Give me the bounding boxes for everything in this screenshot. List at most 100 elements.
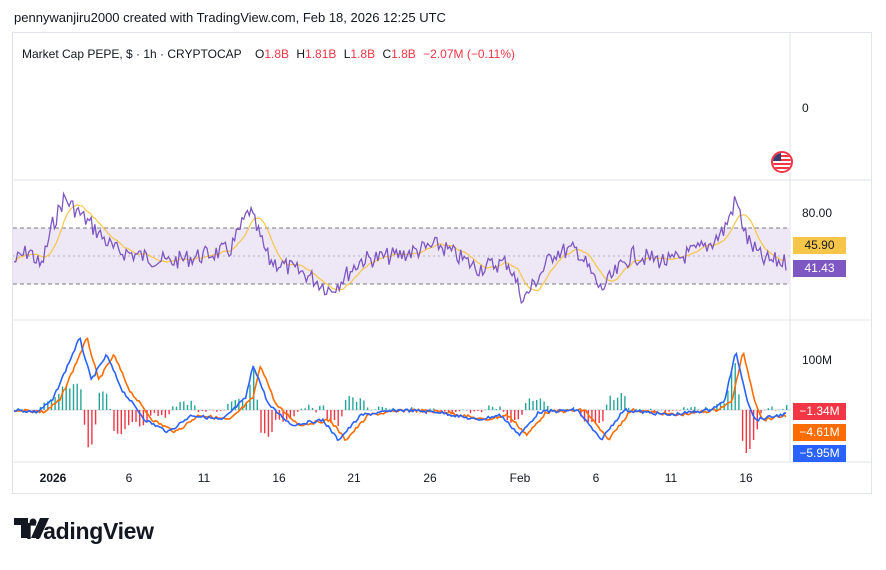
histogram-bar xyxy=(326,410,328,420)
tradingview-logo[interactable]: TradingView xyxy=(14,518,154,545)
histogram-bar xyxy=(366,407,369,410)
low-key: L xyxy=(343,47,351,61)
histogram-bar xyxy=(668,410,670,412)
histogram-bar xyxy=(525,403,527,410)
histogram-bar xyxy=(241,400,244,410)
histogram-bar xyxy=(58,394,60,410)
histogram-bar xyxy=(686,408,689,410)
histogram-bar xyxy=(120,410,122,435)
histogram-bar xyxy=(657,409,659,411)
histogram-bar xyxy=(32,410,34,412)
histogram-bar xyxy=(139,410,141,427)
histogram-bar xyxy=(308,404,310,410)
histogram-bar xyxy=(61,386,64,410)
histogram-bar xyxy=(249,384,251,410)
close-value: 1.8B xyxy=(391,47,416,61)
histogram-bar xyxy=(208,409,211,411)
us-flag-icon[interactable] xyxy=(771,151,793,173)
histogram-bar xyxy=(370,409,372,411)
tradingview-logo-icon xyxy=(14,518,49,538)
histogram-bar xyxy=(333,410,336,420)
histogram-bar xyxy=(286,410,288,420)
histogram-bar xyxy=(47,401,49,410)
histogram-bar xyxy=(212,410,214,411)
histogram-bar xyxy=(477,410,479,411)
histogram-bar xyxy=(411,407,413,410)
histogram-bar xyxy=(260,410,262,433)
histogram-bar xyxy=(153,410,156,413)
histogram-bar xyxy=(271,410,273,432)
histogram-bar xyxy=(675,410,678,411)
histogram-bar xyxy=(230,401,233,410)
histogram-bar xyxy=(455,410,457,413)
histogram-bar xyxy=(775,410,777,411)
histogram-bar xyxy=(550,408,553,410)
histogram-bar xyxy=(565,408,567,410)
histogram-bar xyxy=(543,401,545,410)
histogram-bar xyxy=(21,409,23,410)
histogram-bar xyxy=(116,410,119,434)
histogram-bar xyxy=(620,393,622,410)
macd-signal-badge: −4.61M xyxy=(793,424,846,441)
histogram-bar xyxy=(539,398,542,410)
histogram-bar xyxy=(300,408,303,410)
histogram-bar xyxy=(778,409,780,411)
histogram-bar xyxy=(341,410,343,417)
histogram-bar xyxy=(635,408,637,410)
rsi-badge: 41.43 xyxy=(793,260,846,277)
change-value: −2.07M (−0.11%) xyxy=(423,47,515,61)
histogram-bar xyxy=(128,410,130,426)
histogram-bar xyxy=(175,406,178,410)
histogram-bar xyxy=(469,410,472,414)
histogram-bar xyxy=(749,410,751,449)
time-axis-label: 11 xyxy=(664,471,678,485)
histogram-bar xyxy=(227,403,229,410)
histogram-bar xyxy=(661,409,663,411)
histogram-bar xyxy=(293,410,295,417)
histogram-bar xyxy=(502,410,505,412)
histogram-bar xyxy=(238,398,240,410)
histogram-bar xyxy=(771,406,773,410)
histogram-bar xyxy=(216,410,218,412)
histogram-bar xyxy=(157,410,159,416)
time-axis-label: Feb xyxy=(509,471,531,485)
histogram-bar xyxy=(433,408,435,410)
histogram-bar xyxy=(679,410,681,411)
histogram-bar xyxy=(168,410,170,415)
histogram-bar xyxy=(377,406,380,410)
histogram-bar xyxy=(462,409,464,411)
histogram-bar xyxy=(473,410,475,412)
histogram-bar xyxy=(381,407,383,410)
rsi-line xyxy=(13,191,787,305)
histogram-bar xyxy=(683,407,685,410)
histogram-bar xyxy=(639,409,641,410)
histogram-bar xyxy=(102,391,104,410)
histogram-bar xyxy=(727,390,729,410)
histogram-bar xyxy=(374,409,376,410)
histogram-bar xyxy=(389,409,391,410)
macd-axis-tick: 100M xyxy=(802,353,833,367)
histogram-bar xyxy=(745,410,747,453)
histogram-bar xyxy=(311,408,314,410)
histogram-bar xyxy=(690,407,692,410)
histogram-bar xyxy=(613,400,615,410)
histogram-bar xyxy=(234,400,236,410)
histogram-bar xyxy=(488,405,490,410)
histogram-bar xyxy=(499,406,501,410)
time-axis-label: 16 xyxy=(739,471,753,485)
histogram-bar xyxy=(91,410,93,445)
histogram-bar xyxy=(763,409,766,411)
histogram-bar xyxy=(708,408,711,410)
histogram-bar xyxy=(219,410,222,411)
histogram-bar xyxy=(521,410,523,415)
open-value: 1.8B xyxy=(264,47,290,61)
histogram-bar xyxy=(517,410,519,420)
symbol-label: Market Cap PEPE, $ · 1h · CRYPTOCAP xyxy=(22,47,242,61)
histogram-bar xyxy=(322,405,325,410)
histogram-bar xyxy=(510,410,512,423)
histogram-bar xyxy=(719,402,722,410)
macd-histogram xyxy=(14,363,788,453)
histogram-bar xyxy=(624,396,626,410)
histogram-bar xyxy=(429,408,431,410)
